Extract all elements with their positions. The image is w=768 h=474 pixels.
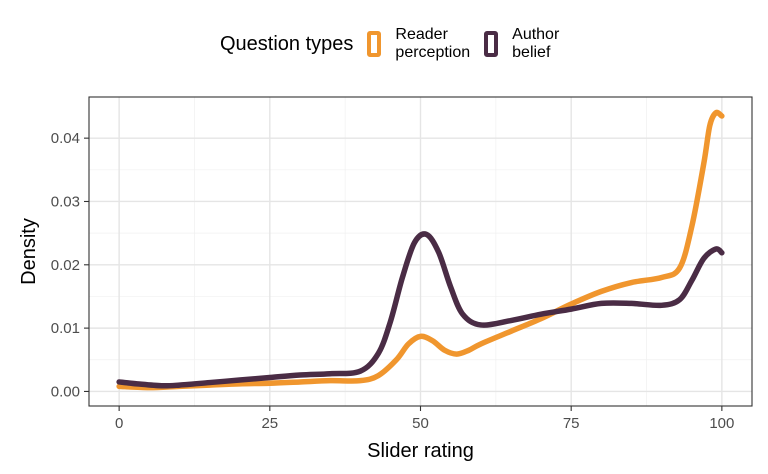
legend-title: Question types: [220, 32, 354, 55]
x-axis-title: Slider rating: [367, 440, 474, 462]
y-tick-label: 0.02: [51, 257, 80, 274]
y-axis-title: Density: [18, 218, 40, 285]
legend-key-author-belief: [484, 31, 499, 57]
series-line-author-belief: [116, 231, 725, 389]
legend-label-reader-perception: Reader perception: [395, 26, 471, 61]
y-tick-label: 0.01: [51, 320, 80, 337]
legend-key-reader-perception: [367, 31, 382, 57]
legend-item-reader-perception[interactable]: Reader perception: [367, 26, 470, 62]
x-axis: 0 25 50 75 100: [115, 406, 734, 432]
y-tick-label: 0.04: [51, 130, 80, 147]
x-tick-label: 25: [261, 415, 278, 432]
legend-item-author-belief[interactable]: Author belief: [484, 26, 559, 62]
x-tick-label: 75: [563, 415, 580, 432]
y-axis: 0.00 0.01 0.02 0.03 0.04: [51, 130, 89, 400]
legend-label-author-belief: Author belief: [512, 26, 560, 61]
x-tick-label: 0: [115, 415, 123, 432]
x-tick-label: 50: [412, 415, 429, 432]
y-tick-label: 0.00: [51, 383, 80, 400]
series-line-reader-perception: [116, 109, 725, 391]
series-layer: [116, 109, 725, 391]
y-tick-label: 0.03: [51, 193, 80, 210]
legend: Question types Reader perception Author …: [220, 22, 573, 66]
grid-major: [89, 97, 752, 406]
x-tick-label: 100: [709, 415, 734, 432]
